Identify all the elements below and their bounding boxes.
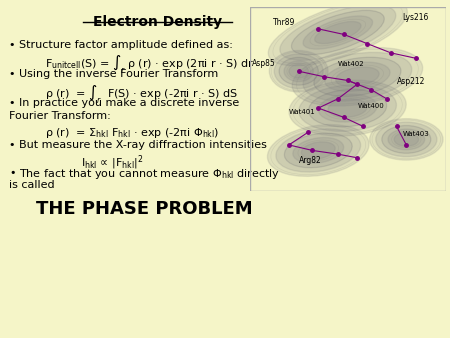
Text: Electron Density: Electron Density bbox=[93, 15, 222, 29]
Text: • Using the inverse Fourier Transform: • Using the inverse Fourier Transform bbox=[9, 69, 218, 79]
Text: ρ (r)  = $\Sigma_{\mathregular{hkl}}$ F$_{\mathregular{hkl}}$ · exp (-2πi Φ$_{\m: ρ (r) = $\Sigma_{\mathregular{hkl}}$ F$_… bbox=[45, 126, 220, 140]
Text: F$_{\mathregular{unit cell}}$(S) = $\int_r$ ρ (r) · exp (2πi r · S) dr: F$_{\mathregular{unit cell}}$(S) = $\int… bbox=[45, 54, 254, 76]
Text: ρ (r)  = $\int_r$  F(S) · exp (-2πi r · S) dS: ρ (r) = $\int_r$ F(S) · exp (-2πi r · S)… bbox=[45, 83, 238, 106]
Text: • Structure factor amplitude defined as:: • Structure factor amplitude defined as: bbox=[9, 40, 233, 50]
Text: Fourier Transform:: Fourier Transform: bbox=[9, 111, 111, 121]
Text: is called: is called bbox=[9, 180, 54, 190]
Text: I$_{\mathregular{hkl}}$ ∝ |F$_{\mathregular{hkl}}$|$^2$: I$_{\mathregular{hkl}}$ ∝ |F$_{\mathregu… bbox=[81, 153, 144, 172]
Text: THE PHASE PROBLEM: THE PHASE PROBLEM bbox=[36, 200, 252, 218]
Text: • In practice you make a discrete inverse: • In practice you make a discrete invers… bbox=[9, 98, 239, 108]
Text: • But measure the X-ray diffraction intensities: • But measure the X-ray diffraction inte… bbox=[9, 140, 267, 150]
Text: • The fact that you cannot measure Φ$_{\mathregular{hkl}}$ directly: • The fact that you cannot measure Φ$_{\… bbox=[9, 167, 280, 181]
